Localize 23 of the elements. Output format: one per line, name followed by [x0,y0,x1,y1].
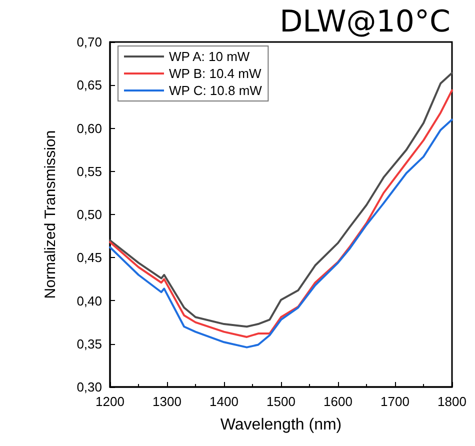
y-axis-title: Normalized Transmission [42,130,59,299]
x-axis-title: Wavelength (nm) [220,416,342,434]
line-series [109,118,453,348]
x-tick-label: 1300 [152,394,182,409]
x-tick-label: 1800 [438,394,466,409]
legend-label: WP C: 10.8 mW [169,83,263,98]
y-tick-label: 0,50 [76,207,102,222]
x-tick-label: 1600 [324,394,352,409]
y-tick-label: 0,45 [76,250,102,266]
chart-title: DLW@10°C [280,4,450,40]
y-tick-label: 0,40 [76,293,102,308]
y-tick-label: 0,70 [76,34,102,50]
x-tick-label: 1700 [380,394,410,409]
y-tick-label: 0,60 [76,120,102,136]
legend-label: WP B: 10.4 mW [169,66,262,81]
y-tick-label: 0,65 [76,78,102,93]
x-tick-label: 1200 [96,394,124,409]
y-tick-label: 0,30 [76,380,102,394]
x-tick-label: 1400 [210,394,238,409]
x-tick-label: 1500 [266,394,296,409]
y-tick-label: 0,55 [76,164,102,179]
y-tick-label: 0,35 [76,336,102,352]
legend-label: WP A: 10 mW [169,49,250,64]
